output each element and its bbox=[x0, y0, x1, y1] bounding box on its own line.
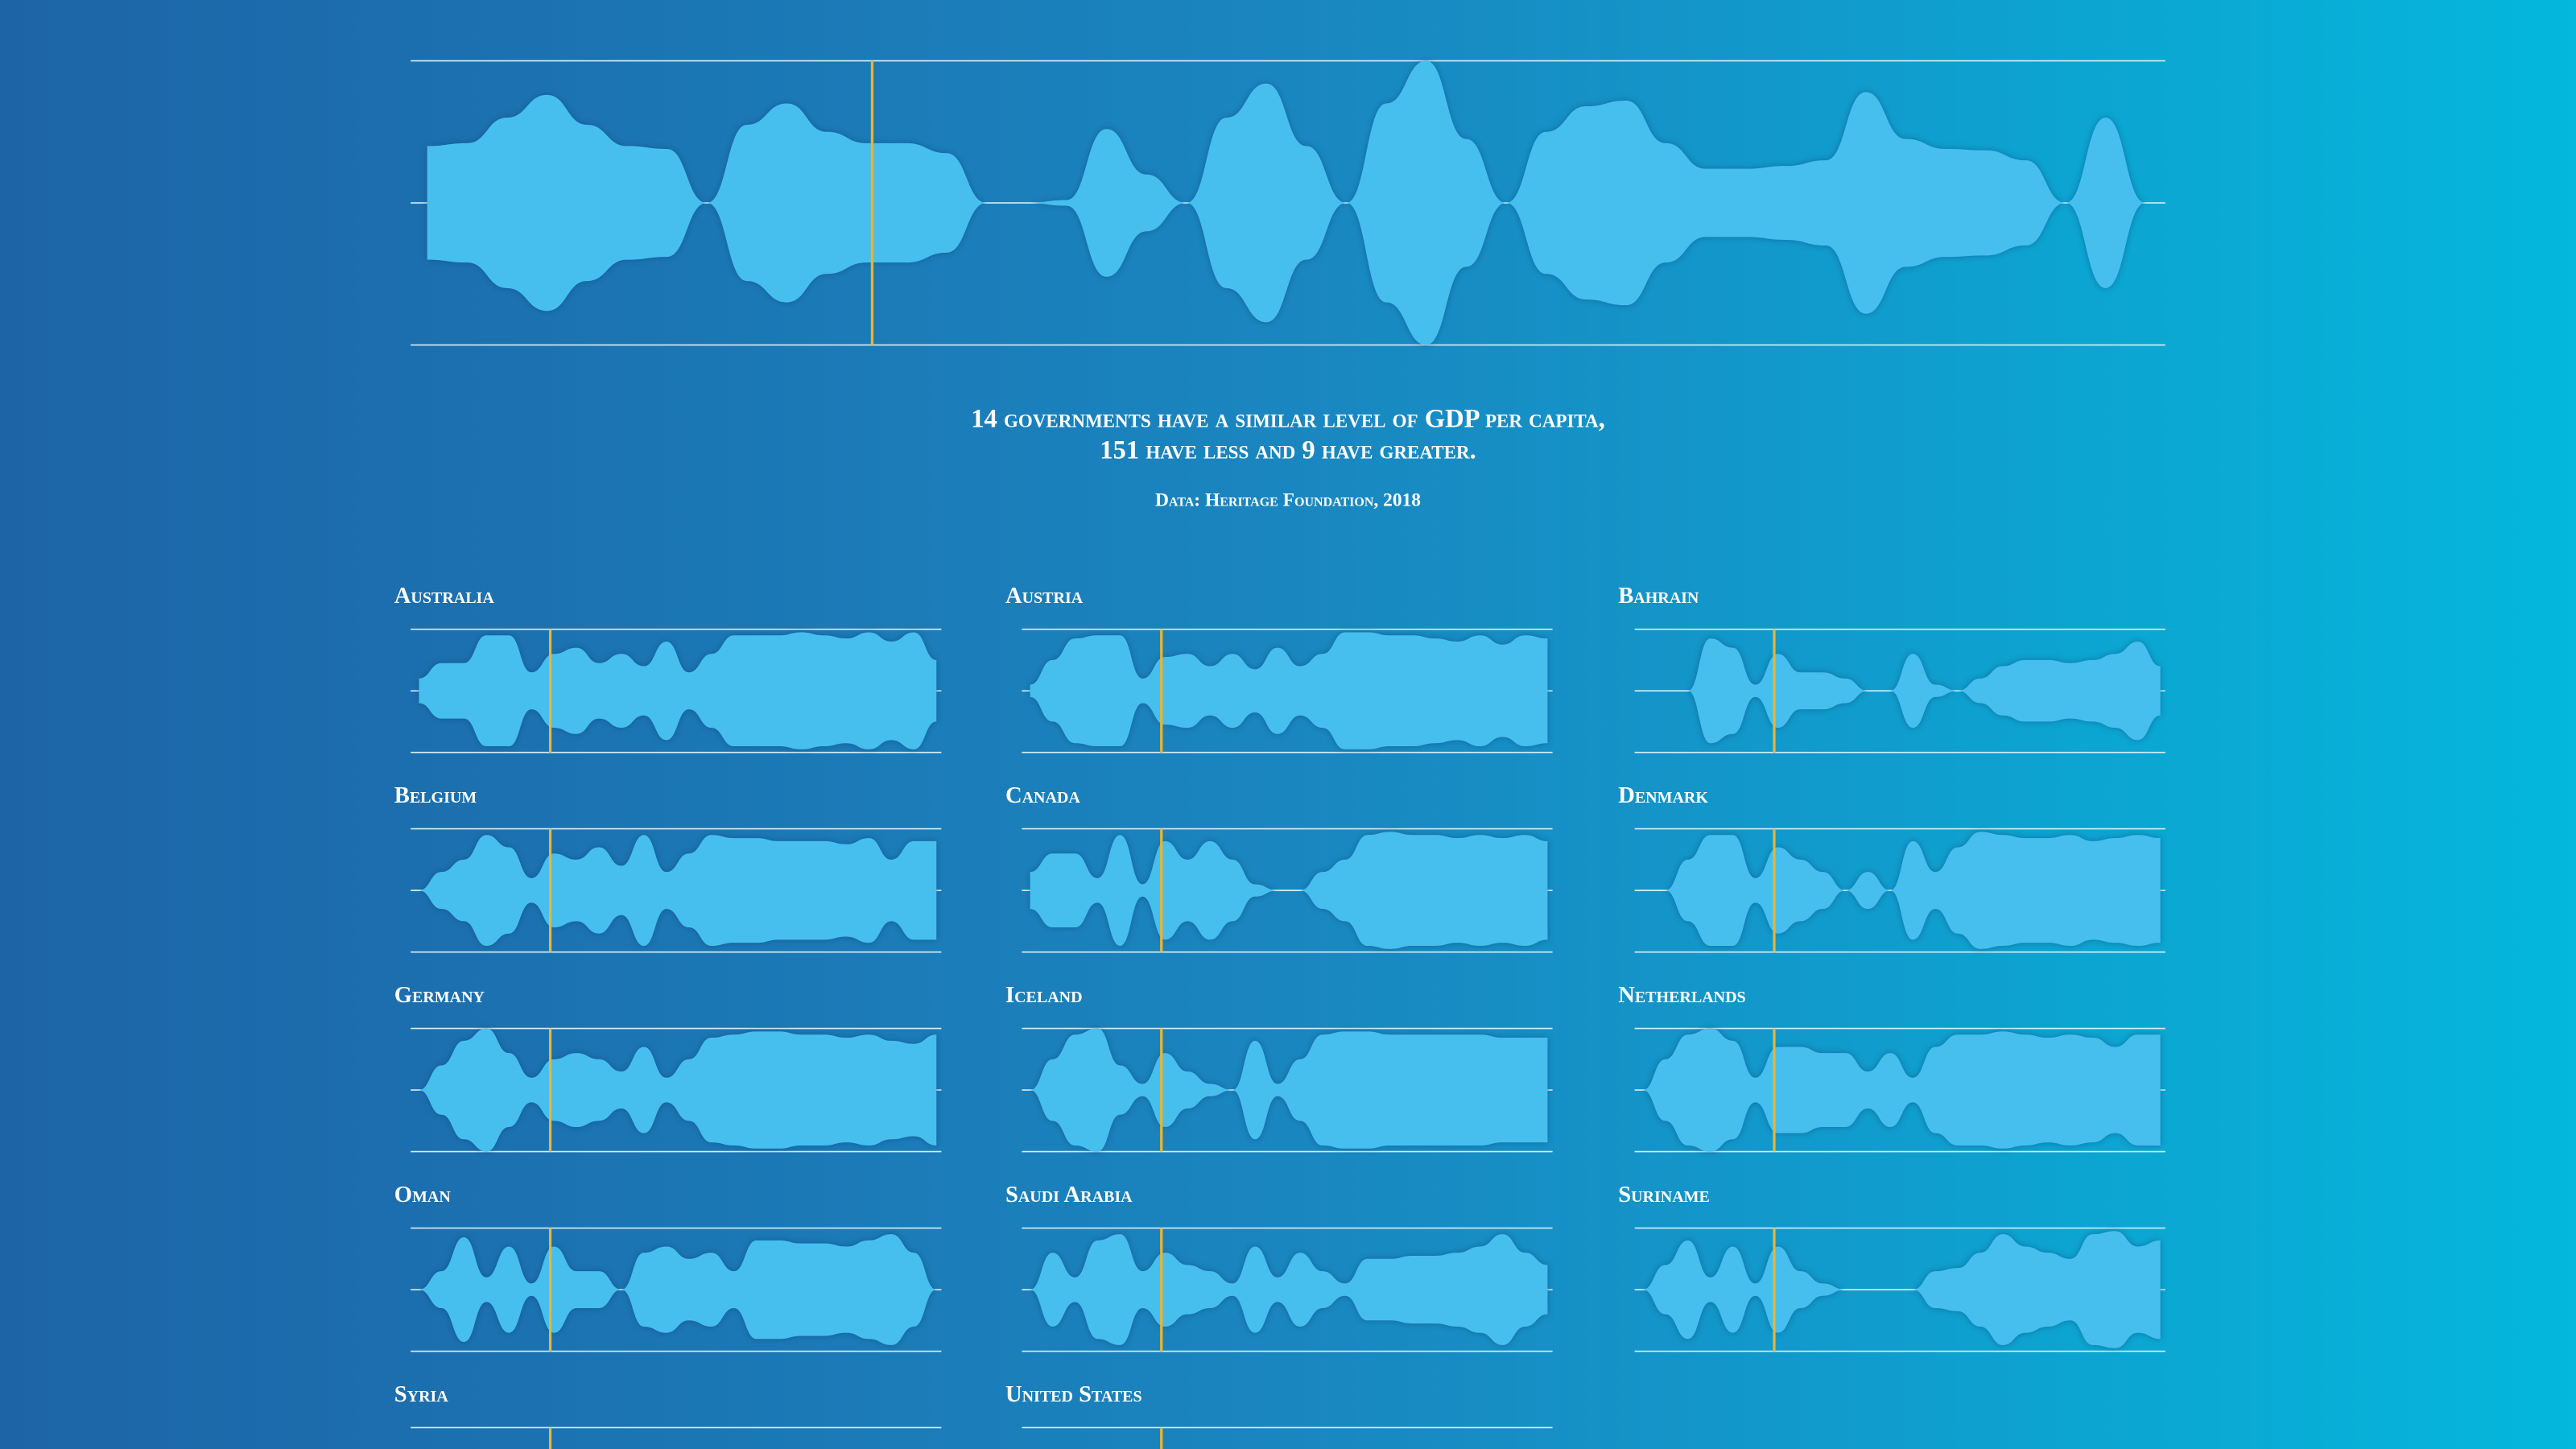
profile-shape bbox=[419, 1234, 937, 1345]
country-name: Australia bbox=[394, 584, 495, 609]
profile-shape bbox=[1030, 832, 1548, 949]
country-name: Oman bbox=[394, 1183, 452, 1208]
profile-shape bbox=[427, 60, 2146, 345]
caption-line: 151 have less and 9 have greater. bbox=[1100, 436, 1476, 464]
country-name: Germany bbox=[394, 983, 485, 1008]
country-name: Bahrain bbox=[1618, 584, 1699, 609]
profile-shape bbox=[419, 632, 937, 749]
profile-shape bbox=[1642, 1028, 2161, 1152]
country-name: Saudi Arabia bbox=[1005, 1183, 1133, 1208]
source-note: Data: Heritage Foundation, 2018 bbox=[1155, 490, 1421, 511]
caption-line: 14 governments have a similar level of G… bbox=[971, 405, 1605, 434]
profile-shape bbox=[1030, 1234, 1548, 1345]
country-name: Iceland bbox=[1005, 983, 1083, 1008]
profile-shape bbox=[1030, 1028, 1548, 1152]
profile-shape bbox=[1642, 1231, 2161, 1348]
profile-shape bbox=[419, 835, 937, 946]
profile-shape bbox=[1642, 638, 2161, 744]
profile-shape bbox=[1642, 832, 2161, 949]
profile-shape bbox=[419, 1028, 937, 1152]
country-name: Syria bbox=[394, 1382, 449, 1407]
country-name: Suriname bbox=[1618, 1183, 1710, 1208]
country-name: Belgium bbox=[394, 783, 477, 808]
country-name: Denmark bbox=[1618, 783, 1708, 808]
country-name: Canada bbox=[1005, 783, 1080, 808]
country-name: Netherlands bbox=[1618, 983, 1745, 1008]
country-name: Austria bbox=[1005, 584, 1084, 609]
country-name: United States bbox=[1005, 1382, 1142, 1407]
profile-shape bbox=[1030, 632, 1548, 749]
